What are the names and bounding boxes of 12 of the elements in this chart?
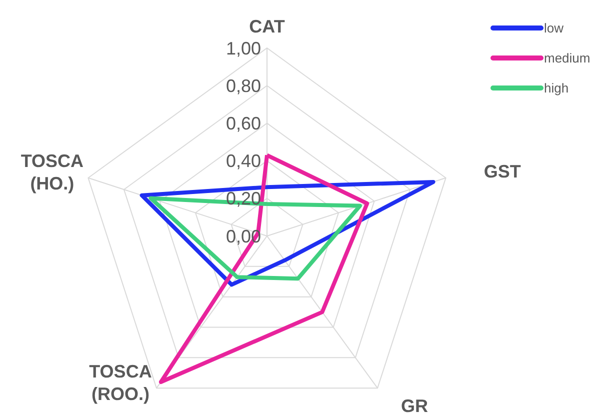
legend-label: low [544, 20, 564, 36]
spoke-label: TOSCA (ROO.) [89, 361, 152, 404]
legend-label: medium [544, 50, 590, 66]
legend-label: high [544, 80, 569, 96]
spoke-label: CAT [249, 16, 285, 36]
spoke-label: GR [401, 396, 428, 416]
y-tick-label: 0,80 [226, 76, 261, 96]
y-tick-label: 1,00 [226, 38, 261, 58]
spoke-label: GST [484, 161, 521, 182]
y-tick-label: 0,40 [226, 151, 261, 172]
y-tick-label: 0,60 [226, 114, 261, 134]
spoke-label: TOSCA (HO.) [20, 151, 84, 194]
